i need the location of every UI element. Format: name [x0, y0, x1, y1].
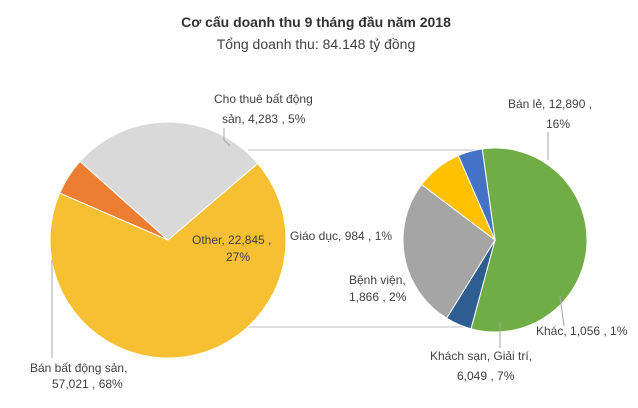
- leader-line-khac: [559, 295, 565, 327]
- label-khach-san-line2: 6,049 , 7%: [457, 369, 515, 383]
- label-other-line1: Other, 22,845 ,: [192, 233, 271, 247]
- label-benh-vien: Bệnh viện, 1,866 , 2%: [349, 273, 409, 304]
- label-khac: Khác, 1,056 , 1%: [536, 324, 628, 338]
- label-ban-le-line2: 16%: [546, 117, 570, 131]
- label-cho-thue-line2: sản, 4,283 , 5%: [222, 112, 306, 126]
- secondary-pie: [402, 147, 588, 333]
- chart-title: Cơ cấu doanh thu 9 tháng đầu năm 2018: [181, 14, 451, 30]
- label-khac-line1: Khác, 1,056 , 1%: [536, 324, 628, 338]
- chart-subtitle: Tổng doanh thu: 84.148 tỷ đồng: [217, 36, 416, 52]
- label-ban-le: Bán lẻ, 12,890 , 16%: [508, 97, 595, 131]
- label-other-line2: 27%: [226, 250, 250, 264]
- label-ban-bds-line1: Bán bất động sản,: [30, 361, 127, 375]
- main-pie-slice-other: [79, 121, 259, 241]
- label-cho-thue-line1: Cho thuê bất động: [214, 92, 313, 106]
- label-cho-thue: Cho thuê bất động sản, 4,283 , 5%: [214, 92, 316, 126]
- secondary-pie-slice-ban-le: [470, 147, 588, 333]
- label-ban-bds-line2: 57,021 , 68%: [52, 377, 123, 391]
- label-ban-le-line1: Bán lẻ, 12,890 ,: [508, 97, 592, 111]
- label-ban-bds: Bán bất động sản, 57,021 , 68%: [30, 361, 131, 391]
- label-khach-san-line1: Khách sạn, Giải trí,: [430, 349, 532, 363]
- secondary-pie-slice-giao-duc: [457, 148, 496, 241]
- label-benh-vien-line1: Bệnh viện,: [349, 273, 406, 287]
- label-giao-duc-line1: Giáo dục, 984 , 1%: [290, 229, 392, 243]
- label-khach-san: Khách sạn, Giải trí, 6,049 , 7%: [430, 349, 535, 383]
- label-other: Other, 22,845 , 27%: [192, 233, 275, 264]
- leader-line-cho-thue: [223, 128, 231, 147]
- label-giao-duc: Giáo dục, 984 , 1%: [290, 229, 392, 243]
- label-benh-vien-line2: 1,866 , 2%: [349, 290, 407, 304]
- secondary-pie-slice-khach-san-giai-tri: [402, 183, 496, 319]
- main-pie: [49, 121, 287, 359]
